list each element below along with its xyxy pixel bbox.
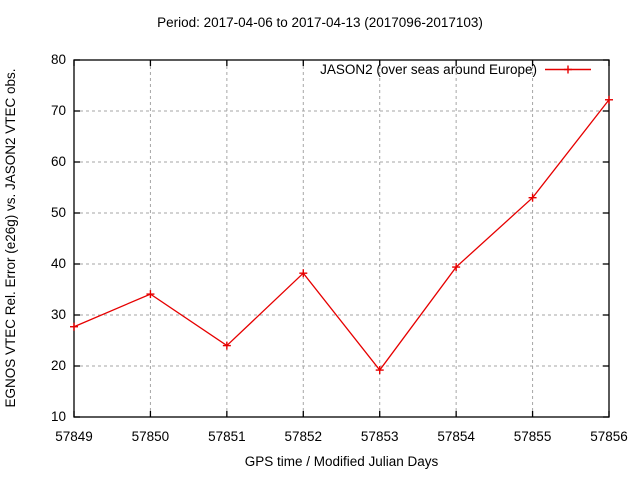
- y-tick-label: 60: [50, 154, 66, 169]
- x-tick-label: 57856: [590, 429, 628, 444]
- x-tick-label: 57849: [55, 429, 93, 444]
- legend-series-label: JASON2 (over seas around Europe): [320, 62, 537, 77]
- x-tick-label: 57850: [131, 429, 170, 444]
- plot-border: [73, 59, 610, 418]
- chart-title: Period: 2017-04-06 to 2017-04-13 (201709…: [157, 15, 483, 30]
- y-tick-label: 40: [50, 256, 66, 271]
- x-tick-label: 57855: [513, 429, 552, 444]
- legend: JASON2 (over seas around Europe): [320, 62, 537, 77]
- x-tick-label: 57853: [360, 429, 399, 444]
- y-tick-label: 10: [50, 409, 66, 424]
- y-tick-label: 30: [50, 307, 66, 322]
- series-line: [73, 99, 610, 372]
- y-tick-label: 80: [50, 52, 66, 67]
- x-tick-label: 57854: [437, 429, 475, 444]
- x-tick-label: 57851: [208, 429, 246, 444]
- y-tick-label: 70: [50, 103, 66, 118]
- y-tick-label: 50: [50, 205, 66, 220]
- y-tick-label: 20: [50, 358, 66, 373]
- x-axis-label: GPS time / Modified Julian Days: [244, 454, 439, 469]
- x-tick-label: 57852: [284, 429, 323, 444]
